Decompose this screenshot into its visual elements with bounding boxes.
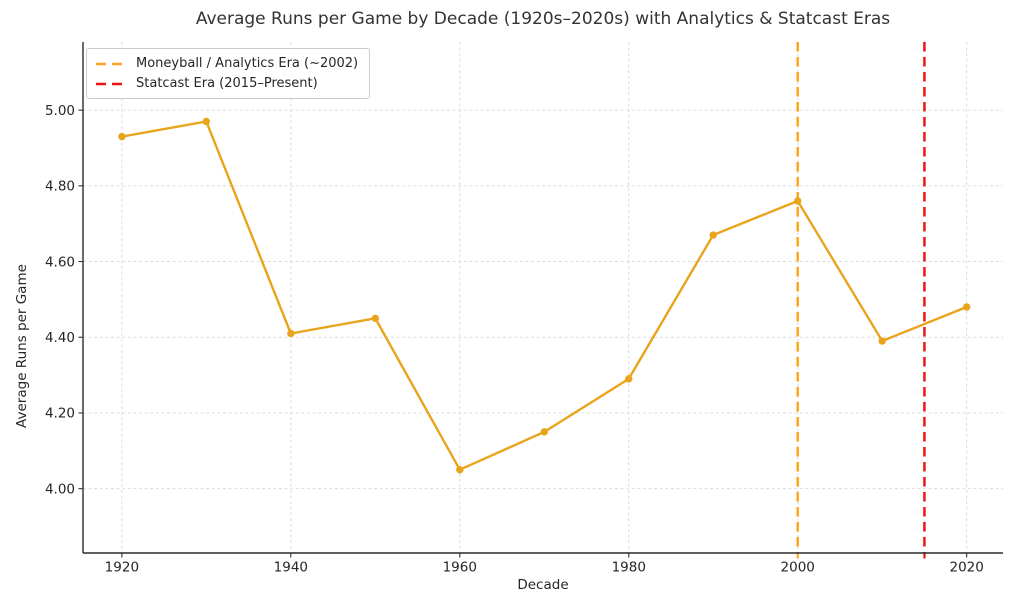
y-tick-label: 5.00 bbox=[45, 103, 75, 119]
legend-row-statcast: Statcast Era (2015–Present) bbox=[95, 76, 358, 91]
chart-title: Average Runs per Game by Decade (1920s–2… bbox=[195, 9, 891, 29]
y-tick-label: 4.00 bbox=[45, 481, 75, 497]
x-tick-label: 1960 bbox=[443, 560, 477, 576]
data-point bbox=[456, 466, 464, 474]
data-point bbox=[287, 329, 295, 338]
x-tick-label: 1920 bbox=[105, 560, 139, 576]
data-point bbox=[878, 337, 886, 345]
x-tick-label: 1980 bbox=[612, 560, 646, 576]
data-point bbox=[540, 428, 548, 436]
legend-label-statcast: Statcast Era (2015–Present) bbox=[136, 76, 318, 91]
legend-row-moneyball: Moneyball / Analytics Era (~2002) bbox=[95, 56, 358, 71]
data-line bbox=[121, 120, 968, 471]
y-tick-label: 4.60 bbox=[45, 254, 75, 270]
data-point bbox=[625, 375, 633, 383]
legend-label-moneyball: Moneyball / Analytics Era (~2002) bbox=[136, 56, 359, 71]
data-point bbox=[118, 132, 126, 141]
data-point bbox=[202, 117, 211, 126]
statcast-dash-icon bbox=[96, 82, 126, 85]
x-tick-label: 2020 bbox=[949, 560, 983, 576]
y-tick-label: 4.40 bbox=[45, 330, 75, 346]
data-point bbox=[709, 231, 717, 239]
data-point bbox=[794, 197, 802, 205]
data-point bbox=[962, 303, 971, 311]
moneyball-dash-icon bbox=[96, 62, 126, 65]
x-tick-label: 1940 bbox=[274, 560, 308, 576]
y-tick-label: 4.20 bbox=[45, 406, 75, 422]
x-tick-label: 2000 bbox=[781, 560, 815, 576]
legend: Moneyball / Analytics Era (~2002) Statca… bbox=[86, 48, 371, 99]
data-point bbox=[371, 314, 380, 323]
y-tick-label: 4.80 bbox=[45, 179, 75, 195]
x-axis-label: Decade bbox=[517, 577, 569, 593]
